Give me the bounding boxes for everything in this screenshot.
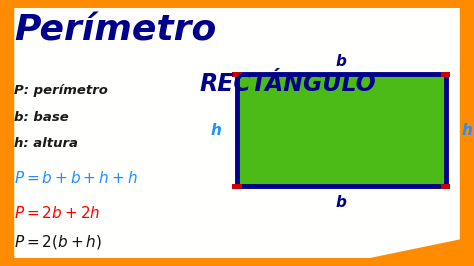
Text: h: h [210,123,221,138]
Bar [441,184,450,189]
Text: $P = b + b + h + h$: $P = b + b + h + h$ [14,170,138,186]
Text: $P = 2b + 2h$: $P = 2b + 2h$ [14,205,100,221]
Text: b: base: b: base [14,111,69,123]
Polygon shape [14,8,460,258]
Bar [441,72,450,77]
Text: b: b [336,195,346,210]
Bar [237,74,446,186]
Text: RECTÁNGULO: RECTÁNGULO [199,72,376,96]
Text: h: h [462,123,472,138]
Bar [232,72,242,77]
Bar [232,184,242,189]
Text: $P = 2(b + h)$: $P = 2(b + h)$ [14,233,102,251]
Text: b: b [336,54,346,69]
Text: P: perímetro: P: perímetro [14,84,108,97]
Text: h: altura: h: altura [14,137,78,150]
Text: Perímetro: Perímetro [14,13,217,47]
